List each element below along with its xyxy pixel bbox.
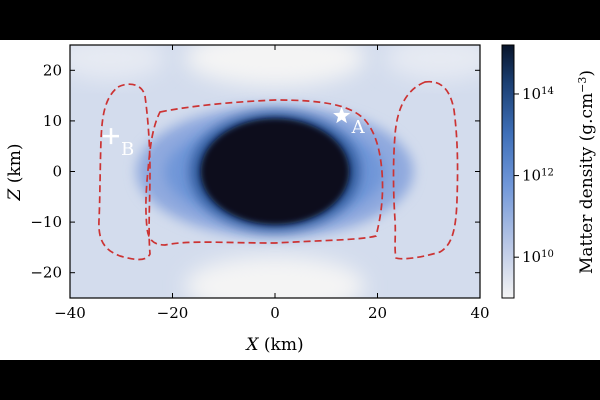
- y-tick-label: 10: [43, 112, 62, 130]
- y-tick-label: 20: [43, 61, 62, 79]
- y-tick-label: −20: [30, 264, 62, 282]
- colorbar-tick-label: 1014: [522, 85, 554, 103]
- neutron-star-core: [200, 118, 350, 225]
- marker-plus-b: [103, 128, 119, 145]
- x-tick-label: 20: [368, 304, 387, 322]
- low-density-top: [185, 45, 365, 86]
- marker-label-a: A: [351, 117, 366, 138]
- x-tick-label: −40: [54, 304, 86, 322]
- y-tick-label: 0: [52, 163, 62, 181]
- low-density-corner: [385, 45, 480, 80]
- low-density-bottom: [185, 256, 365, 298]
- x-tick-label: 0: [270, 304, 280, 322]
- density-map: [70, 45, 480, 298]
- contour-central: [145, 99, 384, 246]
- density-contours: [98, 80, 459, 261]
- y-axis-label: Z (km): [5, 144, 25, 202]
- marker-star-a: [333, 106, 351, 124]
- y-tick-label: −10: [30, 213, 62, 231]
- low-density-corner: [70, 45, 165, 80]
- y-axis: 20 10 0 −10 −20: [30, 61, 480, 282]
- contour-left: [98, 83, 151, 261]
- x-tick-label: −20: [157, 304, 189, 322]
- x-axis: −40 −20 0 20 40: [54, 45, 490, 322]
- x-axis-label: X (km): [244, 335, 303, 355]
- colorbar-tick-label: 1012: [522, 167, 554, 185]
- colorbar-tick-label: 1010: [522, 248, 554, 266]
- colorbar-label: Matter density (g.cm−3): [576, 70, 598, 274]
- markers: AB: [103, 106, 366, 160]
- x-tick-label: 40: [470, 304, 489, 322]
- colorbar: [501, 44, 515, 299]
- marker-label-b: B: [121, 139, 134, 160]
- colorbar-ticks: 1010 1012 1014: [514, 85, 554, 266]
- contour-right: [392, 80, 459, 260]
